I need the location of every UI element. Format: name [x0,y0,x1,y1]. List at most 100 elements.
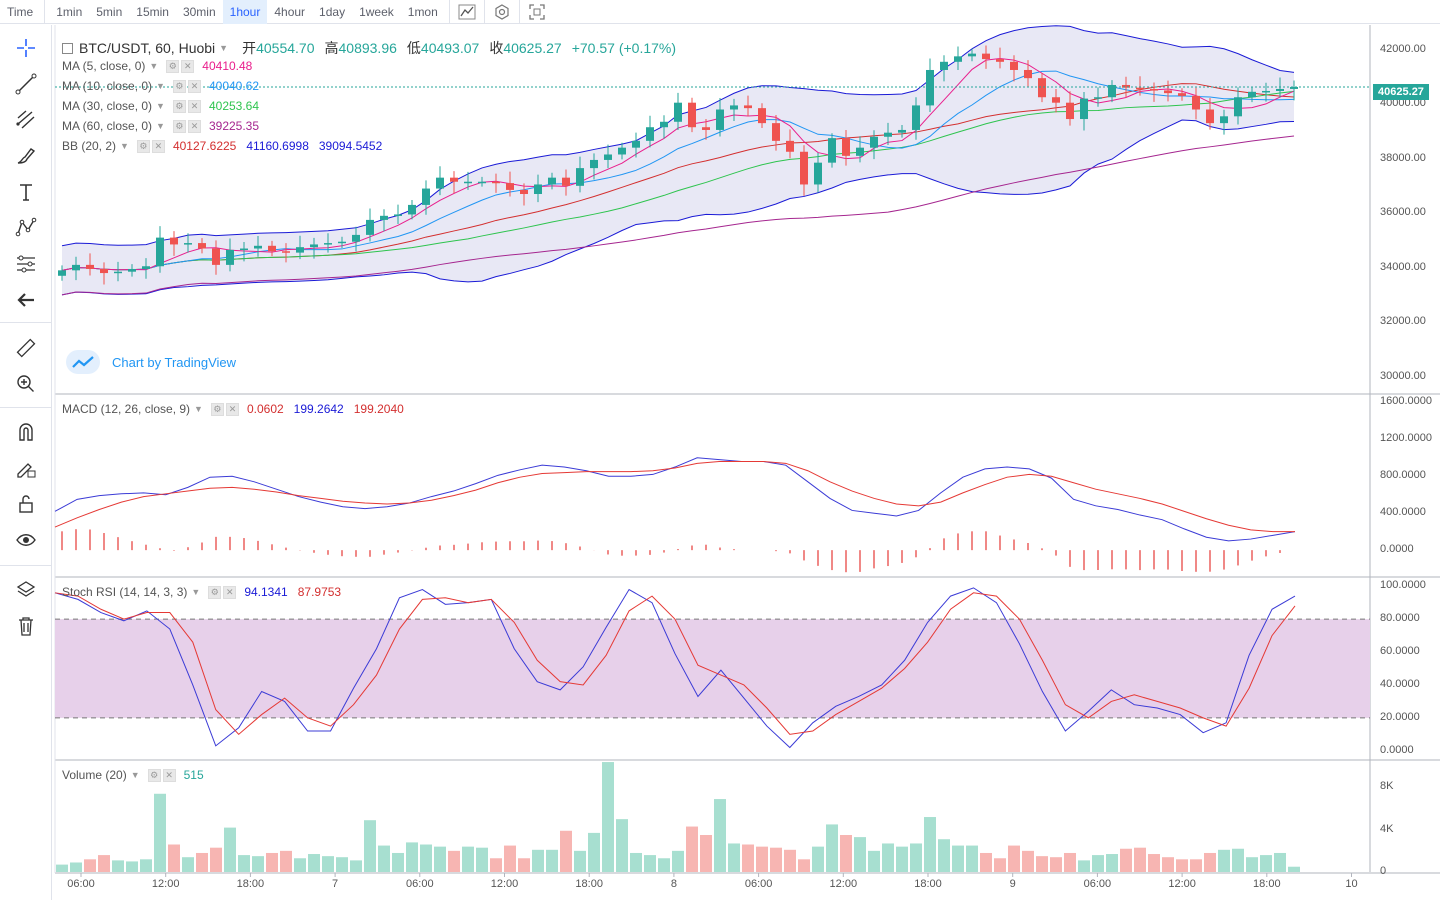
chevron-down-icon[interactable]: ▼ [191,587,201,597]
volume-bar [154,793,166,872]
crosshair-icon[interactable] [10,33,42,63]
tf-1week[interactable]: 1week [359,4,394,19]
volume-bar [238,855,250,872]
brush-icon[interactable] [10,141,42,171]
macd-tick-label: 1200.0000 [1380,432,1432,445]
volume-bar [490,858,502,872]
close-icon[interactable]: ✕ [187,99,201,113]
close-icon[interactable]: ✕ [187,119,201,133]
volume-legend: Volume (20) ▼ ⚙ ✕ 515 [62,768,204,782]
tf-15min[interactable]: 15min [136,4,169,19]
ruler-icon[interactable] [10,333,42,363]
volume-bar [1036,856,1048,872]
chevron-down-icon[interactable]: ▼ [149,61,159,71]
indicator-name: MA (5, close, 0) [62,59,146,73]
chart-type-icon[interactable] [454,0,480,24]
magnet-icon[interactable] [10,417,42,447]
chevron-down-icon[interactable]: ▼ [156,81,165,91]
trendline-icon[interactable] [10,69,42,99]
gear-icon[interactable]: ⚙ [136,139,150,153]
gear-icon[interactable]: ⚙ [147,768,161,782]
forecast-icon[interactable] [10,249,42,279]
trash-icon[interactable] [10,611,42,641]
close-icon[interactable]: ✕ [162,768,176,782]
pattern-icon[interactable] [10,213,42,243]
unlock-icon[interactable] [10,489,42,519]
chevron-down-icon[interactable]: ▼ [219,43,229,53]
stoch-d-line [54,592,1296,736]
text-icon[interactable] [10,177,42,207]
volume-bar [1176,859,1188,872]
chevron-down-icon[interactable]: ▼ [156,121,165,131]
time-tick-label: 06:00 [406,878,434,890]
zoom-in-icon[interactable] [10,369,42,399]
indicator-value: 515 [183,768,204,782]
volume-tick-label: 0 [1380,865,1387,877]
volume-bar [924,817,936,872]
close-icon[interactable]: ✕ [225,402,239,416]
time-tick-label: 06:00 [1083,878,1112,890]
gear-icon[interactable]: ⚙ [210,402,224,416]
volume-bar [840,835,852,872]
collapse-icon[interactable] [62,42,73,54]
candle-body [156,237,164,267]
close-icon[interactable]: ✕ [223,585,237,599]
fib-icon[interactable] [10,105,42,135]
lock-draw-icon[interactable] [10,453,42,483]
tradingview-watermark[interactable]: Chart by TradingView [66,350,236,374]
low-value: 40493.07 [420,40,480,56]
gear-icon[interactable]: ⚙ [208,585,222,599]
candle-body [1290,87,1298,89]
toolbar-divider [44,0,46,24]
gear-icon[interactable]: ⚙ [166,59,180,73]
close-icon[interactable]: ✕ [187,79,201,93]
indicator-value: 40040.62 [208,79,260,93]
candle-body [114,271,122,274]
tf-4hour[interactable]: 4hour [274,4,306,19]
back-arrow-icon[interactable] [10,285,42,315]
eye-icon[interactable] [10,525,42,555]
candle-body [1094,97,1102,99]
volume-bar [336,857,348,872]
time-label[interactable]: Time [7,4,34,19]
tf-30min[interactable]: 30min [182,4,216,19]
candle-body [856,147,864,156]
volume-bar [560,830,572,872]
candle-body [464,181,472,184]
chevron-down-icon[interactable]: ▼ [194,404,203,414]
candle-body [254,245,262,249]
candle-body [1164,90,1172,94]
gear-icon[interactable]: ⚙ [172,79,186,93]
gear-icon[interactable]: ⚙ [172,119,186,133]
indicator-value: 199.2040 [353,402,404,416]
price-tick-label: 32000.00 [1380,315,1426,328]
volume-bar [812,846,824,872]
volume-bar [182,857,194,872]
time-tick-label: 06:00 [67,878,95,890]
toolbar-divider [0,322,52,323]
close-icon[interactable]: ✕ [151,139,165,153]
chevron-down-icon[interactable]: ▼ [130,770,140,780]
gear-icon[interactable]: ⚙ [172,99,186,113]
chevron-down-icon[interactable]: ▼ [156,101,165,111]
layers-icon[interactable] [10,575,42,605]
macd-tick-label: 0.0000 [1380,543,1414,556]
tf-1day[interactable]: 1day [319,4,346,19]
volume-bar [112,860,124,872]
timeframe-toolbar: Time 1min 5min 15min 30min 1hour 4hour 1… [0,0,1440,24]
tf-1mon[interactable]: 1mon [407,4,438,19]
tf-1hour[interactable]: 1hour [222,0,268,24]
fullscreen-icon[interactable] [524,0,550,24]
volume-bar [476,847,488,872]
tf-5min[interactable]: 5min [96,4,123,19]
macd-tick-label: 800.0000 [1380,469,1426,482]
tf-1min[interactable]: 1min [56,4,83,19]
candle-body [436,177,444,189]
volume-bar [756,846,768,872]
chevron-down-icon[interactable]: ▼ [120,141,129,151]
settings-icon[interactable] [489,0,515,24]
candle-body [198,243,206,249]
candle-body [268,245,276,252]
close-icon[interactable]: ✕ [181,59,195,73]
